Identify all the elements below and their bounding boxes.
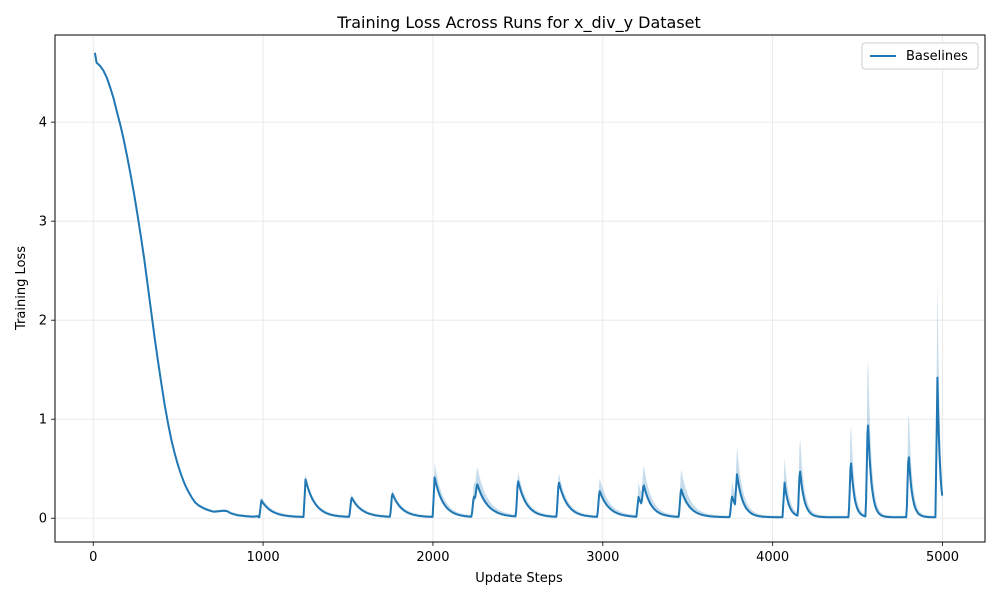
- x-axis-ticks: 0 1000 2000 3000 4000 5000: [89, 542, 959, 565]
- series-band: [94, 51, 943, 518]
- x-axis-label: Update Steps: [475, 571, 563, 586]
- series-layer: [93, 52, 944, 519]
- legend-box: [861, 42, 979, 70]
- confidence-band: [94, 51, 943, 518]
- y-tick-label: 4: [39, 116, 47, 131]
- y-axis-label: Training Loss: [14, 246, 29, 331]
- y-tick-label: 1: [39, 413, 47, 428]
- x-tick-label: 0: [89, 550, 97, 565]
- grid-lines: [55, 35, 985, 542]
- y-tick-label: 3: [39, 215, 47, 230]
- chart-title: Training Loss Across Runs for x_div_y Da…: [336, 13, 701, 33]
- x-tick-label: 1000: [247, 550, 280, 565]
- legend: Baselines: [861, 42, 979, 70]
- x-tick-label: 2000: [416, 550, 449, 565]
- y-tick-label: 0: [39, 512, 47, 527]
- y-axis-ticks: 0 1 2 3 4: [39, 116, 55, 527]
- plot-frame: [54, 34, 986, 543]
- legend-label: Baselines: [906, 49, 968, 64]
- x-tick-label: 4000: [756, 550, 789, 565]
- x-tick-label: 5000: [926, 550, 959, 565]
- x-tick-label: 3000: [586, 550, 619, 565]
- y-tick-label: 2: [39, 314, 47, 329]
- series-line-baselines: [93, 52, 944, 519]
